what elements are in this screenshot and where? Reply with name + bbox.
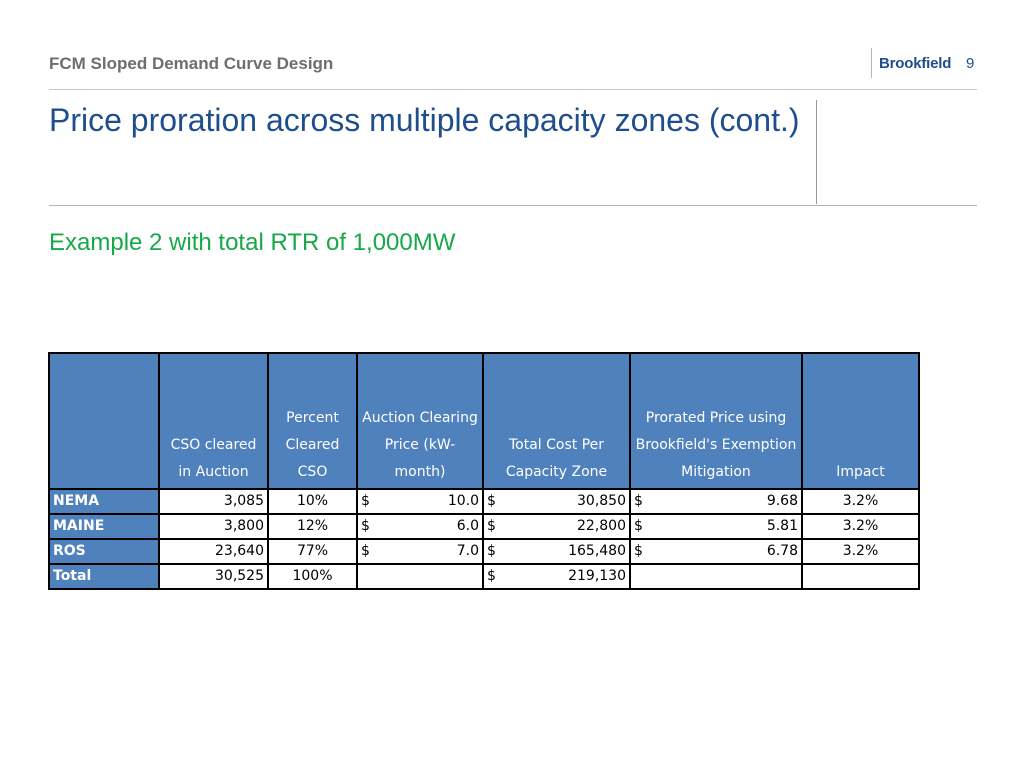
header-clearing-price: Auction Clearing Price (kW-month) <box>356 352 484 490</box>
prorated-price-cell: $9.68 <box>629 488 803 515</box>
header-prorated-price: Prorated Price using Brookfield's Exempt… <box>629 352 803 490</box>
zone-label: ROS <box>48 538 160 565</box>
table-row: ROS 23,640 77% $7.0 $165,480 $6.78 3.2% <box>48 538 920 565</box>
slide-subtitle: Example 2 with total RTR of 1,000MW <box>49 229 456 256</box>
currency-symbol: $ <box>487 568 496 584</box>
total-cost-value: 165,480 <box>568 543 626 559</box>
header-title: FCM Sloped Demand Curve Design <box>49 54 334 73</box>
slide-title: Price proration across multiple capacity… <box>49 102 800 138</box>
currency-symbol: $ <box>487 518 496 534</box>
cso-cell: 23,640 <box>158 538 269 565</box>
clearing-price-cell: $7.0 <box>356 538 484 565</box>
currency-symbol: $ <box>487 543 496 559</box>
total-percent-cell: 100% <box>267 563 358 590</box>
header-percent: Percent Cleared CSO <box>267 352 358 490</box>
impact-cell: 3.2% <box>801 513 920 540</box>
impact-cell: 3.2% <box>801 488 920 515</box>
clearing-price-value: 10.0 <box>447 493 479 509</box>
title-divider <box>49 205 977 206</box>
total-cost-value: 30,850 <box>577 493 626 509</box>
clearing-price-value: 7.0 <box>456 543 479 559</box>
currency-symbol: $ <box>487 493 496 509</box>
page-number: 9 <box>966 55 975 72</box>
prorated-price-cell: $6.78 <box>629 538 803 565</box>
empty-cell <box>629 563 803 590</box>
percent-cell: 77% <box>267 538 358 565</box>
total-cost-value: 22,800 <box>577 518 626 534</box>
header-total-cost: Total Cost Per Capacity Zone <box>482 352 631 490</box>
prorated-price-value: 9.68 <box>766 493 798 509</box>
table-row: NEMA 3,085 10% $10.0 $30,850 $9.68 3.2% <box>48 488 920 515</box>
total-cost-cell: $165,480 <box>482 538 631 565</box>
header-impact: Impact <box>801 352 920 490</box>
total-label: Total <box>48 563 160 590</box>
total-cso-cell: 30,525 <box>158 563 269 590</box>
brookfield-logo: Brookfield <box>879 55 952 72</box>
percent-cell: 12% <box>267 513 358 540</box>
logo-divider <box>871 48 872 78</box>
grand-total-cost-value: 219,130 <box>568 568 626 584</box>
grand-total-cost-cell: $219,130 <box>482 563 631 590</box>
percent-cell: 10% <box>267 488 358 515</box>
currency-symbol: $ <box>634 518 643 534</box>
total-cost-cell: $22,800 <box>482 513 631 540</box>
cso-cell: 3,085 <box>158 488 269 515</box>
price-proration-table: CSO cleared in Auction Percent Cleared C… <box>48 352 920 590</box>
table-row: MAINE 3,800 12% $6.0 $22,800 $5.81 3.2% <box>48 513 920 540</box>
empty-cell <box>801 563 920 590</box>
prorated-price-cell: $5.81 <box>629 513 803 540</box>
title-vertical-divider <box>816 100 817 204</box>
clearing-price-cell: $6.0 <box>356 513 484 540</box>
currency-symbol: $ <box>634 493 643 509</box>
table-header-row: CSO cleared in Auction Percent Cleared C… <box>48 352 920 490</box>
currency-symbol: $ <box>361 493 370 509</box>
header-divider <box>49 89 977 90</box>
impact-cell: 3.2% <box>801 538 920 565</box>
currency-symbol: $ <box>361 543 370 559</box>
currency-symbol: $ <box>361 518 370 534</box>
header-cso: CSO cleared in Auction <box>158 352 269 490</box>
table-total-row: Total 30,525 100% $219,130 <box>48 563 920 590</box>
total-cost-cell: $30,850 <box>482 488 631 515</box>
clearing-price-cell: $10.0 <box>356 488 484 515</box>
cso-cell: 3,800 <box>158 513 269 540</box>
zone-label: NEMA <box>48 488 160 515</box>
currency-symbol: $ <box>634 543 643 559</box>
empty-cell <box>356 563 484 590</box>
zone-label: MAINE <box>48 513 160 540</box>
prorated-price-value: 5.81 <box>766 518 798 534</box>
prorated-price-value: 6.78 <box>766 543 798 559</box>
clearing-price-value: 6.0 <box>456 518 479 534</box>
header-zone <box>48 352 160 490</box>
